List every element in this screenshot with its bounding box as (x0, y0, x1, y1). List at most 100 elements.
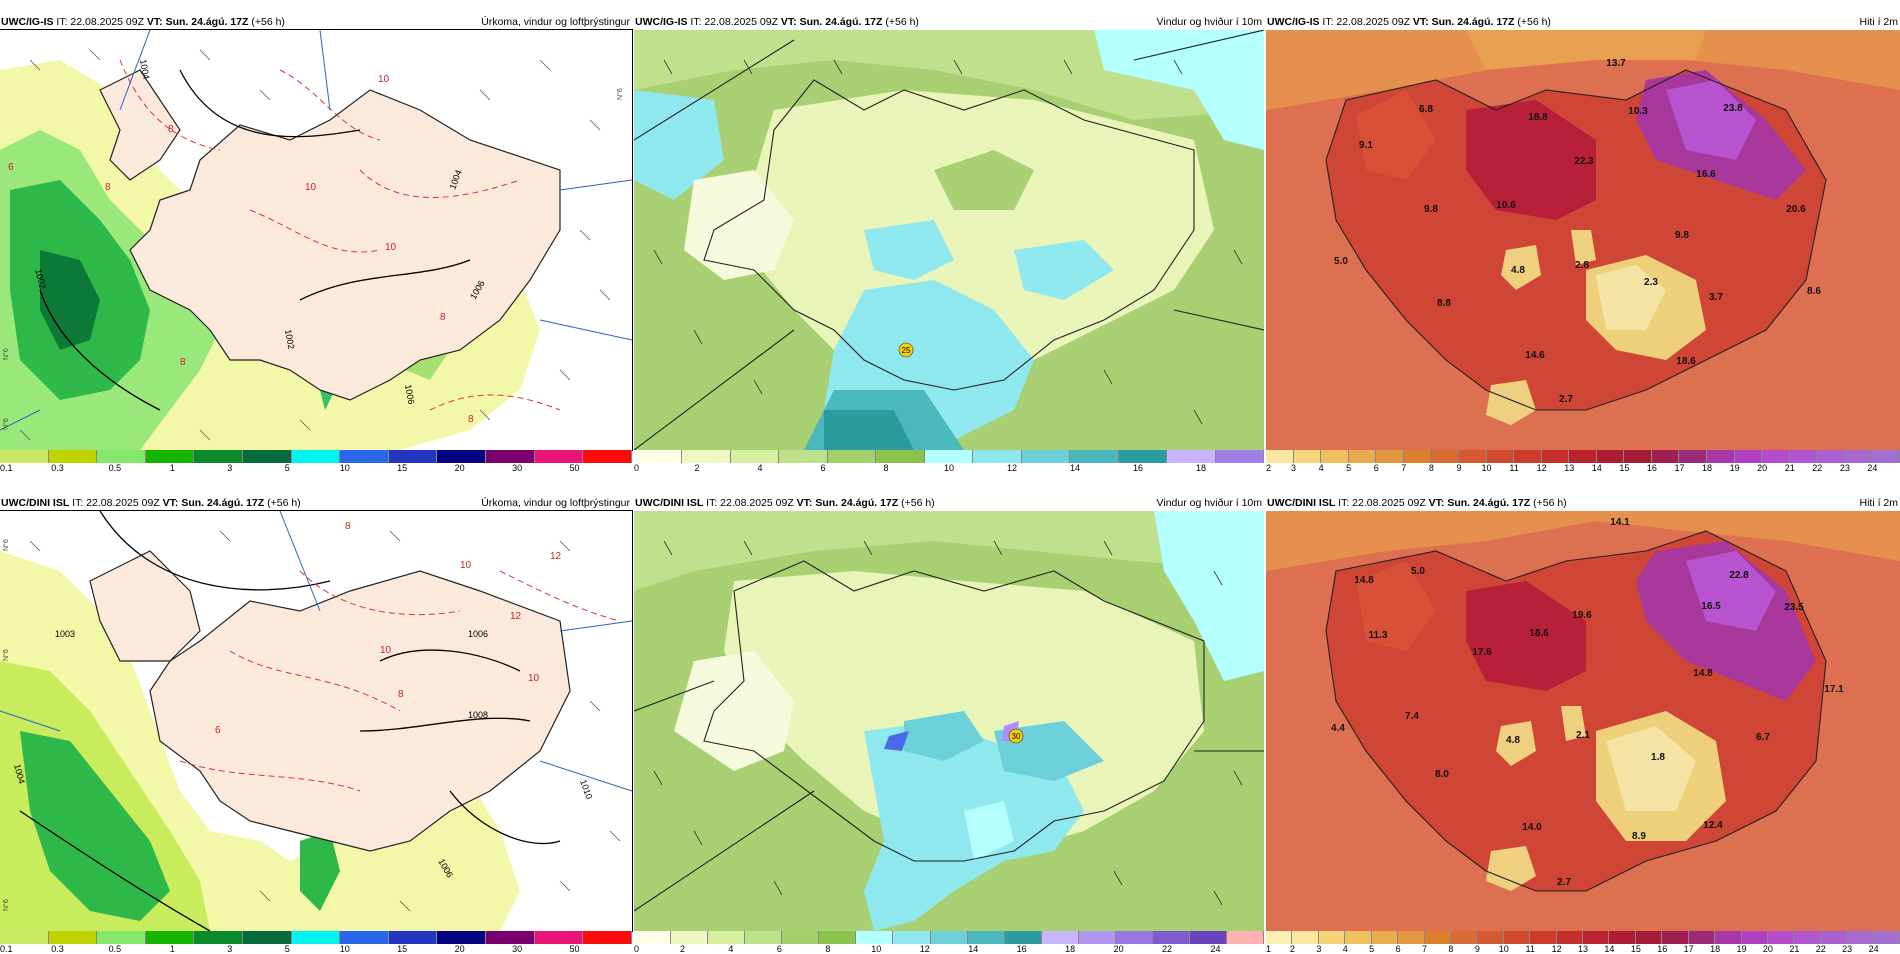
legend-tick-label: 21 (1784, 463, 1795, 473)
wind-map[interactable]: 30 (634, 511, 1264, 931)
temp-value: 14.1 (1610, 517, 1630, 528)
temp-value: 16.6 (1696, 169, 1716, 180)
legend-tick-label: 15 (1619, 463, 1630, 473)
legend-swatch (1569, 450, 1597, 463)
panel-header: UWC/DINI ISL IT: 22.08.2025 09Z VT: Sun.… (635, 497, 1262, 509)
legend-swatch (1514, 450, 1542, 463)
legend-swatch (194, 931, 244, 944)
legend-swatch (1078, 931, 1116, 944)
legend-swatch (1817, 450, 1845, 463)
temp-value: 6.8 (1419, 104, 1433, 115)
valid-time: Sun. 24.ágú. 17Z (815, 497, 899, 509)
legend-swatch (1041, 931, 1079, 944)
legend-tick-label: 17 (1683, 944, 1694, 954)
legend-swatch (1847, 931, 1874, 944)
temp-value: 18.8 (1528, 112, 1548, 123)
legend-swatch (1293, 450, 1322, 463)
lat-label: N°6 (2, 418, 10, 430)
legend-tick-label: 3 (1316, 944, 1322, 954)
temp-value: 2.1 (1576, 730, 1590, 741)
legend-swatch (1530, 931, 1557, 944)
legend-tick-label: 18 (1195, 463, 1207, 473)
legend-tick-label: 13 (1564, 463, 1575, 473)
legend-swatch (827, 450, 877, 463)
legend-swatch (1707, 450, 1735, 463)
legend-swatch (973, 450, 1022, 463)
legend-tick-label: 4 (728, 944, 734, 954)
lat-label: N°6 (616, 88, 624, 100)
panel-temp-igis: UWC/IG-IS IT: 22.08.2025 09Z VT: Sun. 24… (1266, 14, 1900, 473)
legend-swatch (819, 931, 857, 944)
legend-tick-label: 7 (1421, 944, 1428, 954)
legend-bar (634, 450, 1265, 463)
valid-time: Sun. 24.ágú. 17Z (165, 16, 249, 28)
temp-map[interactable]: 14.1 14.8 5.0 11.3 22.8 23.5 16.5 19.6 1… (1266, 511, 1900, 931)
legend-tick-label: 6 (776, 944, 782, 954)
legend-ticks: 0.1 0.3 0.5 1 3 5 10 15 20 30 50 (0, 944, 632, 954)
max-gust-label: 30 (1012, 732, 1021, 741)
legend-swatch (1450, 931, 1478, 944)
legend-swatch (1679, 450, 1707, 463)
temp-value: 5.0 (1411, 566, 1425, 577)
init-time: 22.08.2025 09Z (70, 16, 144, 28)
legend-tick-label: 18 (1065, 944, 1076, 954)
panel-header: UWC/DINI ISL IT: 22.08.2025 09Z VT: Sun.… (1, 497, 630, 509)
map-label: 6 (8, 162, 14, 173)
legend-swatch (671, 931, 709, 944)
temp-value: 11.3 (1369, 630, 1388, 641)
map-label: 12 (510, 611, 522, 622)
temp-value: 13.7 (1606, 58, 1626, 69)
color-legend: 2 3 4 5 6 7 8 9 10 11 12 13 14 15 16 17 18 19 20 21 22 23 24 (1266, 450, 1900, 473)
panel-wind-dini: UWC/DINI ISL IT: 22.08.2025 09Z VT: Sun.… (634, 495, 1265, 954)
legend-swatch (730, 450, 780, 463)
legend-tick-label: 14 (1591, 463, 1602, 473)
legend-swatch (1624, 450, 1652, 463)
wind-map-svg: 25 (634, 30, 1264, 450)
legend-tick-label: 1 (169, 944, 175, 954)
legend-bar (1266, 450, 1900, 463)
panel-header: UWC/IG-IS IT: 22.08.2025 09Z VT: Sun. 24… (635, 16, 1262, 28)
temp-value: 9.8 (1675, 230, 1689, 241)
temp-value: 19.6 (1572, 610, 1592, 621)
temp-map-svg: 14.1 14.8 5.0 11.3 22.8 23.5 16.5 19.6 1… (1266, 511, 1900, 931)
legend-swatch (1609, 931, 1636, 944)
legend-tick-label: 5 (1369, 944, 1375, 954)
temp-map[interactable]: 13.7 6.8 9.1 10.3 18.8 23.8 22.3 16.6 9.… (1266, 30, 1900, 450)
legend-swatch (967, 931, 1005, 944)
legend-swatch (1503, 931, 1531, 944)
legend-tick-label: 22 (1162, 944, 1173, 954)
legend-tick-label: 50 (569, 463, 580, 473)
legend-tick-label: 18 (1702, 463, 1713, 473)
legend-swatch (682, 450, 731, 463)
isobar-label: 1006 (403, 384, 416, 405)
map-label: 8 (468, 414, 474, 425)
wind-map[interactable]: 25 (634, 30, 1264, 450)
legend-tick-label: 12 (919, 944, 930, 954)
panel-header: UWC/IG-IS IT: 22.08.2025 09Z VT: Sun. 24… (1, 16, 630, 28)
legend-swatch (1215, 450, 1265, 463)
panel-title: Úrkoma, vindur og loftþrýstingur (481, 497, 630, 509)
map-label: 8 (398, 689, 404, 700)
legend-tick-label: 5 (1346, 463, 1352, 473)
map-label: 8 (105, 182, 111, 193)
temp-value: 10.6 (1496, 200, 1516, 211)
legend-tick-label: 0 (634, 463, 640, 473)
legend-ticks: 0.1 0.3 0.5 1 3 5 10 15 20 30 50 (0, 463, 632, 473)
legend-bar (634, 931, 1265, 944)
legend-swatch (634, 450, 683, 463)
legend-swatch (1152, 931, 1190, 944)
legend-tick-label: 24 (1867, 463, 1878, 473)
temp-value: 8.0 (1435, 769, 1449, 780)
precip-map[interactable]: 8 10 12 12 10 10 6 8 1003 1006 1008 1004… (0, 510, 633, 932)
legend-tick-label: 10 (1498, 944, 1509, 954)
legend-bar (0, 931, 632, 944)
legend-ticks: 0 2 4 6 8 10 12 14 16 18 20 22 24 (634, 944, 1264, 954)
legend-swatch (486, 931, 535, 944)
precip-map[interactable]: 10 8 6 8 10 10 8 8 8 1004 1002 1002 1004… (0, 29, 633, 451)
legend-swatch (1118, 450, 1168, 463)
legend-tick-label: 4 (1342, 944, 1348, 954)
legend-swatch (1768, 931, 1795, 944)
wind-map-svg: 30 (634, 511, 1264, 931)
legend-tick-label: 2 (694, 463, 700, 473)
map-label: 6 (215, 725, 221, 736)
